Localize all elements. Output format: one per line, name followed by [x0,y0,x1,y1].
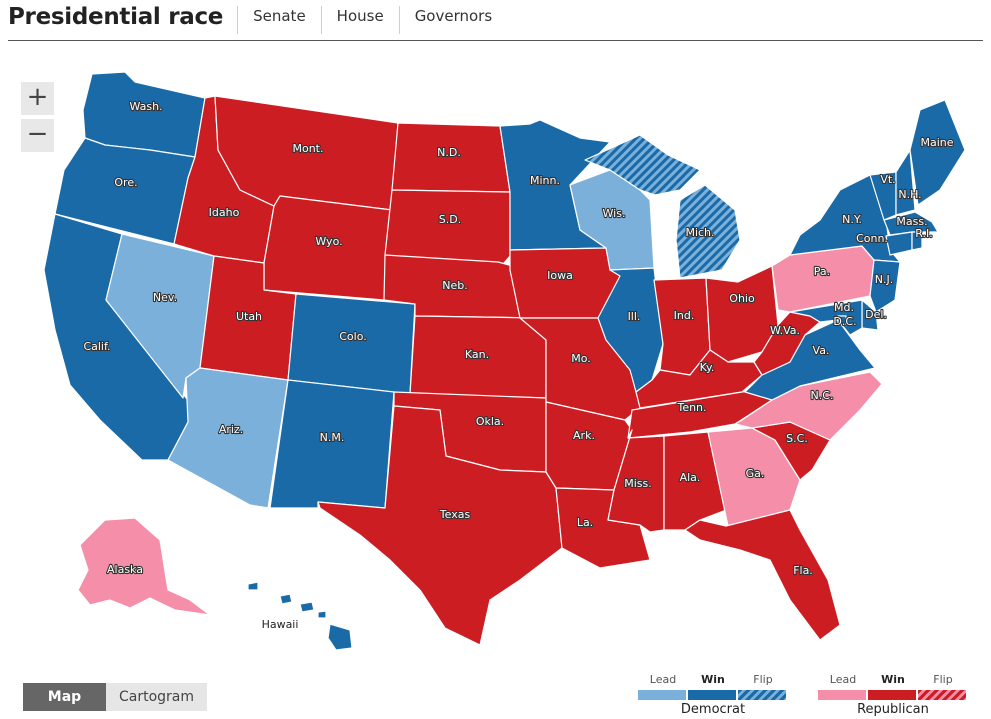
legend-rep-lead-label: Lead [829,673,857,686]
legend-dem-lead-label: Lead [649,673,677,686]
state-az[interactable] [167,367,289,509]
state-dc[interactable] [837,315,847,325]
state-me[interactable] [909,99,966,206]
state-label-id: Idaho [209,206,240,219]
state-label-al: Ala. [680,471,701,484]
state-label-ga: Ga. [746,467,765,480]
state-label-nc: N.C. [811,389,834,402]
state-label-wi: Wis. [603,207,626,220]
legend-dem-flip-swatch [738,690,786,700]
zoom-out-button[interactable]: − [21,119,54,152]
page-title: Presidential race [8,4,224,30]
state-label-ri: R.I. [915,227,933,240]
state-label-sc: S.C. [786,432,808,445]
state-wy[interactable] [263,195,393,301]
state-label-co: Colo. [339,330,367,343]
state-nh[interactable] [895,149,916,216]
legend-democrat: Lead Win Flip Democrat [638,673,788,717]
state-label-wv: W.Va. [770,324,800,337]
state-label-ut: Utah [236,310,262,323]
state-labels: Wash. Ore. Calif. Nev. Idaho Mont. Wyo. Utah Ari… [82,99,954,631]
state-ak[interactable] [77,517,211,616]
state-label-ky: Ky. [700,361,715,374]
state-label-hi: Hawaii [262,618,299,631]
state-label-wa: Wash. [129,100,162,113]
tab-senate[interactable]: Senate [237,6,321,34]
state-label-ok: Okla. [476,415,504,428]
state-label-in: Ind. [674,309,695,322]
state-co[interactable] [287,293,416,395]
state-label-pa: Pa. [814,265,830,278]
legend-rep-win-label: Win [881,673,905,686]
state-label-mt: Mont. [292,142,323,155]
state-label-ia: Iowa [547,269,573,282]
state-label-ms: Miss. [624,477,652,490]
state-label-il: Ill. [628,310,641,323]
state-label-me: Maine [920,136,953,149]
state-label-de: Del. [865,308,887,321]
state-label-va: Va. [813,344,830,357]
legend-dem-win-label: Win [701,673,725,686]
state-label-vt: Vt. [880,173,895,186]
state-hi[interactable] [247,581,353,651]
state-label-nj: N.J. [875,273,893,286]
legend-dem-win-swatch [688,690,736,700]
state-tx[interactable] [317,405,563,646]
state-label-or: Ore. [114,176,137,189]
state-label-ak: Alaska [107,563,143,576]
map-toggle-button[interactable]: Map [23,683,106,711]
legend-rep-flip-label: Flip [933,673,953,686]
state-nm[interactable] [269,379,395,509]
legend-republican: Lead Win Flip Republican [818,673,968,717]
state-fl[interactable] [684,509,841,641]
legend-dem-lead-swatch [638,690,686,700]
state-label-mo: Mo. [571,352,591,365]
legend-dem-flip-label: Flip [753,673,773,686]
state-label-mi: Mich. [685,226,714,239]
cartogram-toggle-button[interactable]: Cartogram [106,683,207,711]
state-label-ny: N.Y. [842,213,862,226]
state-sd[interactable] [384,189,511,271]
legend-rep-flip-swatch [918,690,966,700]
state-label-az: Ariz. [219,423,243,436]
state-label-nm: N.M. [320,431,345,444]
legend-rep-lead-swatch [818,690,866,700]
state-mi[interactable] [584,134,741,279]
state-label-md: Md. [834,301,854,314]
legend-rep-party-label: Republican [857,702,929,717]
state-label-la: La. [577,516,593,529]
state-label-sd: S.D. [439,213,461,226]
tab-governors[interactable]: Governors [398,6,507,34]
state-label-nh: N.H. [898,188,921,201]
state-label-tn: Tenn. [676,401,706,414]
state-label-ar: Ark. [573,429,595,442]
state-label-tx: Texas [439,508,471,521]
state-label-ne: Neb. [442,279,467,292]
state-label-mn: Minn. [530,174,560,187]
state-label-nd: N.D. [437,146,461,159]
state-label-wy: Wyo. [315,235,342,248]
state-wv[interactable] [753,311,821,376]
legend-dem-party-label: Democrat [680,702,746,717]
state-ct[interactable] [885,231,913,256]
state-label-dc: D.C. [833,315,856,328]
state-label-fl: Fla. [793,564,813,577]
state-label-ma: Mass. [896,215,927,228]
state-label-oh: Ohio [729,292,755,305]
state-md[interactable] [789,299,863,336]
race-nav: Presidential race Senate House Governors [8,0,983,41]
state-nj[interactable] [869,259,901,313]
state-label-ca: Calif. [83,340,110,353]
zoom-in-button[interactable]: + [21,82,54,115]
tab-house[interactable]: House [320,6,399,34]
legend-rep-win-swatch [868,690,916,700]
state-label-nv: Nev. [153,291,177,304]
state-ri[interactable] [911,231,923,251]
state-label-ct: Conn. [856,232,888,245]
state-label-ks: Kan. [465,348,489,361]
